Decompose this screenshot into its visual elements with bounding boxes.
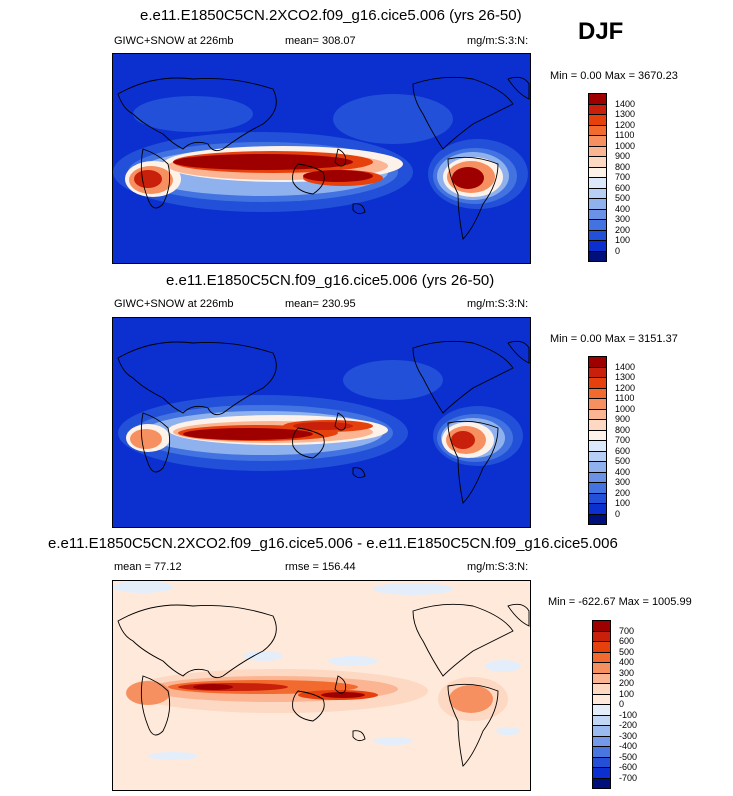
panel-1-title: e.e11.E1850C5CN.2XCO2.f09_g16.cice5.006 … [140,7,522,24]
panel-2-map [112,317,531,528]
colorbar-tick-label: -100 [619,709,638,720]
colorbar-tick-label: 300 [615,214,631,224]
panel-2-coastlines [117,340,530,504]
panel-1-map-svg [113,54,530,263]
colorbar-tick-label: 1400 [615,98,636,109]
colorbar-tick-label: 100 [619,688,635,699]
panel-2-variable-label: GIWC+SNOW at 226mb [114,298,234,310]
colorbar-tick-label: 700 [615,172,631,182]
panel-3-field-negative [113,581,521,760]
panel-3-map-svg [113,581,530,790]
colorbar-tick-label: -200 [619,720,638,730]
colorbar-swatch [592,777,611,789]
colorbar-tick-label: 600 [619,636,635,646]
panel-1-map [112,53,531,264]
panel-1-mean-label: mean= 308.07 [285,35,356,47]
panel-1-units-label: mg/m:S:3:N: [467,35,529,47]
panel-2-units-label: mg/m:S:3:N: [467,298,529,310]
colorbar-tick-label: 1200 [615,382,636,393]
colorbar-swatch [588,250,607,262]
colorbar-tick-label: 1300 [615,109,636,119]
colorbar-tick-label: 500 [615,193,631,203]
colorbar-tick-label: 200 [619,678,635,688]
colorbar-tick-label: 300 [615,477,631,487]
colorbar-tick-label: 800 [615,424,631,435]
colorbar-tick-label: 800 [615,161,631,172]
panel-3-colorbar: 700 600 500 400 300 200 100 0 -100 -200 -300 -400 -5… [592,620,662,790]
colorbar-tick-label: 0 [615,508,621,519]
colorbar-tick-label: -500 [619,751,638,762]
colorbar-tick-label: -600 [619,762,638,772]
panel-2-field-high [178,420,475,449]
panel-1-variable-label: GIWC+SNOW at 226mb [114,35,234,47]
panel-1-coastlines [117,76,530,240]
panel-1-field-high [134,151,484,189]
panel-3-coastlines [117,603,530,767]
colorbar-tick-label: 400 [615,466,631,477]
colorbar-tick-label: 900 [615,414,631,424]
colorbar-tick-label: 400 [615,203,631,214]
panel-1-colorbar: 1400 1300 1200 1100 1000 900 800 700 600 500 400 30… [588,93,658,263]
panel-3-units-label: mg/m:S:3:N: [467,561,529,573]
colorbar-tick-label: 500 [619,646,635,657]
colorbar-tick-label: -400 [619,741,638,751]
panel-2-map-svg [113,318,530,527]
panel-3-title: e.e11.E1850C5CN.2XCO2.f09_g16.cice5.006 … [48,535,618,552]
panel-3-minmax: Min = -622.67 Max = 1005.99 [548,596,692,608]
colorbar-tick-label: 1000 [615,140,636,151]
panel-3-map [112,580,531,791]
colorbar-tick-label: 900 [615,151,631,161]
colorbar-tick-label: 0 [619,699,625,709]
colorbar-tick-label: 600 [615,182,631,193]
colorbar-tick-label: 1100 [615,130,635,140]
colorbar-tick-label: 700 [615,435,631,445]
colorbar-tick-label: 1200 [615,119,636,130]
colorbar-tick-label: 1300 [615,372,636,382]
colorbar-tick-label: 300 [619,667,635,678]
colorbar-tick-label: 1100 [615,393,635,403]
colorbar-tick-label: 600 [615,445,631,456]
panel-1-minmax: Min = 0.00 Max = 3670.23 [550,70,678,82]
panel-3-field-positive [126,669,508,721]
panel-2-colorbar: 1400 1300 1200 1100 1000 900 800 700 600 500 400 30… [588,356,658,526]
colorbar-tick-label: 1400 [615,361,636,372]
colorbar-tick-label: 1000 [615,403,636,414]
colorbar-tick-label: 200 [615,487,631,498]
colorbar-tick-label: 500 [615,456,631,466]
colorbar-tick-label: 0 [615,245,621,256]
colorbar-swatch [588,513,607,525]
colorbar-tick-label: -700 [619,772,638,783]
panel-2-title: e.e11.E1850C5CN.f09_g16.cice5.006 (yrs 2… [166,272,495,289]
colorbar-tick-label: 100 [615,235,631,245]
panel-3-mean-label: mean = 77.12 [114,561,182,573]
colorbar-tick-label: 700 [619,625,635,636]
colorbar-tick-label: 100 [615,498,631,508]
season-label: DJF [578,18,624,45]
colorbar-tick-label: 400 [619,657,635,667]
panel-2-minmax: Min = 0.00 Max = 3151.37 [550,333,678,345]
colorbar-tick-label: -300 [619,730,638,741]
panel-3-rmse-label: rmse = 156.44 [285,561,356,573]
colorbar-tick-label: 200 [615,224,631,235]
panel-2-mean-label: mean= 230.95 [285,298,356,310]
